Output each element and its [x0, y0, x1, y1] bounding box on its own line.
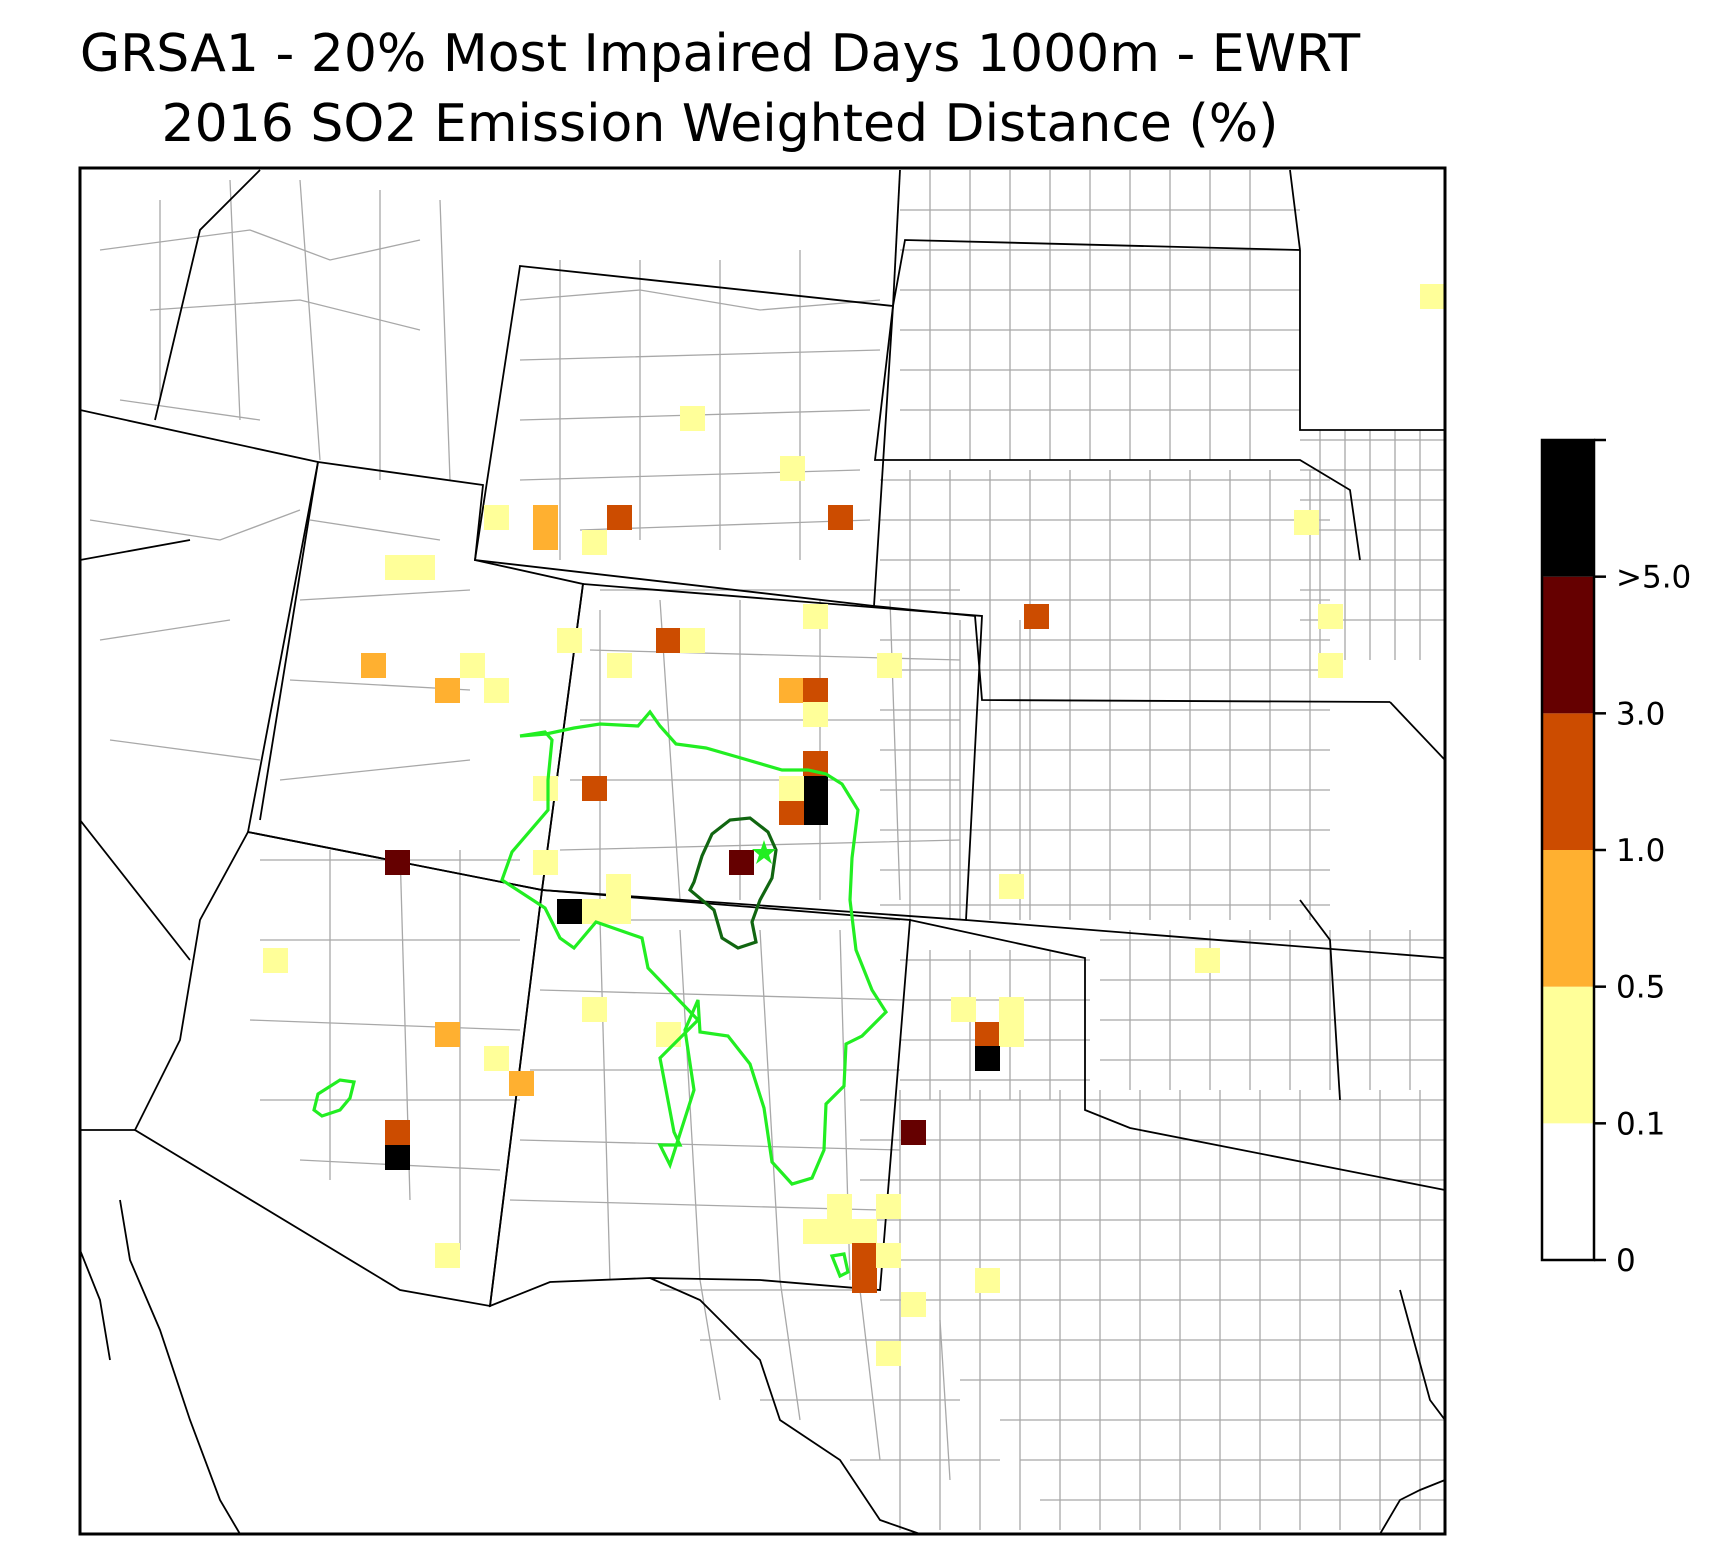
colorbar-tick-label: 0.5: [1616, 970, 1665, 1006]
emission-cell: [827, 1219, 852, 1244]
emission-cell: [999, 874, 1024, 899]
map-title-line2: 2016 SO2 Emission Weighted Distance (%): [161, 94, 1279, 154]
emission-cell: [901, 1120, 926, 1145]
emission-cell: [557, 899, 582, 924]
emission-cell: [852, 1243, 877, 1268]
emission-cell: [680, 406, 705, 431]
emission-cell: [1024, 604, 1049, 629]
emission-cell: [975, 1046, 1000, 1071]
emission-cell: [779, 776, 804, 801]
emission-cell: [951, 997, 976, 1022]
emission-cell: [533, 525, 558, 550]
emission-cell: [779, 800, 804, 825]
map-title-line1: GRSA1 - 20% Most Impaired Days 1000m - E…: [79, 24, 1361, 84]
emission-cell: [803, 604, 828, 629]
colorbar-tick-label: 3.0: [1616, 696, 1665, 732]
colorbar-tick-label: 0: [1616, 1243, 1636, 1279]
emission-cell: [606, 899, 631, 924]
emission-cell: [975, 1022, 1000, 1047]
emission-cell: [803, 776, 828, 801]
emission-cell: [410, 555, 435, 580]
emission-cell: [876, 1194, 901, 1219]
emission-cells: [263, 284, 1445, 1366]
emission-cell: [533, 776, 558, 801]
emission-cell: [1318, 604, 1343, 629]
emission-cell: [435, 678, 460, 703]
contour-outer-small: [312, 1078, 356, 1118]
emission-cell: [460, 653, 485, 678]
emission-cell: [484, 678, 509, 703]
contour-outer: [500, 709, 889, 1186]
colorbar-tick-label: 0.1: [1616, 1106, 1665, 1142]
map-frame: [78, 166, 1447, 1536]
emission-cell: [877, 653, 902, 678]
emission-cell: [385, 850, 410, 875]
emission-cell: [999, 1022, 1024, 1047]
emission-cell: [729, 850, 754, 875]
state-boundaries: [80, 169, 1445, 1534]
emission-cell: [385, 555, 410, 580]
emission-cell: [385, 1145, 410, 1170]
contour-inner: [688, 816, 778, 950]
emission-cell: [263, 948, 288, 973]
emission-cell: [779, 678, 804, 703]
emission-cell: [803, 678, 828, 703]
emission-cell: [435, 1022, 460, 1047]
emission-cell: [975, 1268, 1000, 1293]
colorbar-bin: [1542, 713, 1594, 850]
emission-cell: [484, 505, 509, 530]
colorbar-tick-label: >5.0: [1616, 560, 1691, 596]
emission-cell: [999, 997, 1024, 1022]
emission-cell: [803, 800, 828, 825]
emission-cell: [435, 1243, 460, 1268]
emission-cell: [680, 628, 705, 653]
emission-cell: [803, 1219, 828, 1244]
colorbar-bin: [1542, 986, 1594, 1124]
emission-cell: [606, 874, 631, 899]
emission-cell: [827, 1194, 852, 1219]
emission-cell: [1318, 653, 1343, 678]
emission-cell: [607, 653, 632, 678]
star-icon: [752, 840, 776, 864]
emission-cell: [385, 1120, 410, 1145]
emission-cell: [361, 653, 386, 678]
emission-cell: [582, 899, 607, 924]
emission-cell: [876, 1243, 901, 1268]
emission-cell: [582, 530, 607, 555]
emission-cell: [557, 628, 582, 653]
colorbar-bin: [1542, 1123, 1594, 1260]
colorbar-bin: [1542, 440, 1594, 577]
emission-cell: [1195, 948, 1220, 973]
emission-cell: [607, 505, 632, 530]
emission-cell: [803, 702, 828, 727]
emission-cell: [656, 628, 681, 653]
emission-cell: [852, 1268, 877, 1293]
emission-cell: [1294, 510, 1319, 535]
emission-cell: [852, 1219, 877, 1244]
emission-cell: [582, 997, 607, 1022]
emission-cell: [1420, 284, 1445, 309]
emission-cell: [780, 456, 805, 481]
emission-cell: [582, 776, 607, 801]
colorbar-tick-label: 1.0: [1616, 833, 1665, 869]
colorbar-bin: [1542, 576, 1594, 714]
emission-cell: [828, 505, 853, 530]
emission-cell: [533, 850, 558, 875]
emission-cell: [509, 1071, 534, 1096]
emission-cell: [876, 1341, 901, 1366]
contour-outer-small-2: [829, 1252, 850, 1279]
emission-cell: [901, 1292, 926, 1317]
emission-cell: [484, 1046, 509, 1071]
colorbar-bin: [1542, 850, 1594, 987]
